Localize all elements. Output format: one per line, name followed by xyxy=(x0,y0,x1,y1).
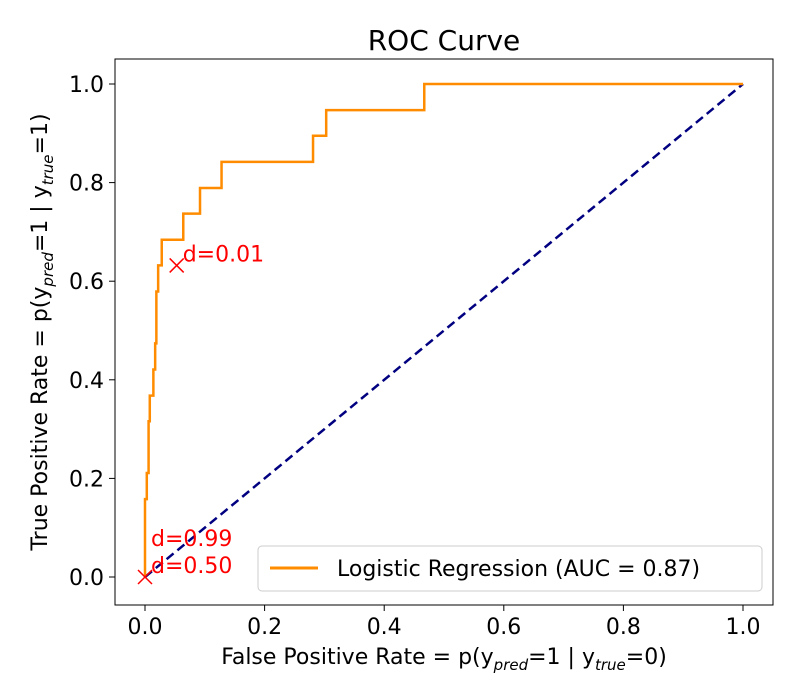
y-axis-label: True Positive Rate = p(ypred=1 | ytrue=1… xyxy=(28,113,57,551)
threshold-marker xyxy=(169,257,185,273)
axes-frame xyxy=(114,58,774,606)
y-tick-label: 0.6 xyxy=(69,270,104,295)
x-axis-label: False Positive Rate = p(ypred=1 | ytrue=… xyxy=(221,645,667,674)
y-tick-label: 1.0 xyxy=(69,73,104,98)
roc-curve xyxy=(143,82,743,577)
legend-label: Logistic Regression (AUC = 0.87) xyxy=(337,557,700,582)
x-tick-label: 0.2 xyxy=(247,615,282,640)
y-tick-label: 0.0 xyxy=(69,566,104,591)
x-tick-label: 0.6 xyxy=(486,615,521,640)
y-tick-label: 0.2 xyxy=(69,467,104,492)
plot-area: d=0.01 d=0.50d=0.99 xyxy=(137,82,744,585)
y-tick-label: 0.4 xyxy=(69,369,104,394)
x-tick-label: 1.0 xyxy=(726,615,761,640)
chart-title: ROC Curve xyxy=(368,24,521,57)
legend: Logistic Regression (AUC = 0.87) xyxy=(257,545,763,592)
chance-line xyxy=(144,83,744,578)
threshold-marker xyxy=(137,569,153,585)
x-tick-label: 0.8 xyxy=(606,615,641,640)
threshold-label: d=0.50 xyxy=(151,554,232,579)
threshold-label: d=0.99 xyxy=(151,527,232,552)
x-tick-label: 0.4 xyxy=(367,615,402,640)
threshold-label: d=0.01 xyxy=(183,242,264,267)
y-tick-label: 0.8 xyxy=(69,172,104,197)
legend-box xyxy=(257,545,763,592)
x-tick-label: 0.0 xyxy=(128,615,163,640)
